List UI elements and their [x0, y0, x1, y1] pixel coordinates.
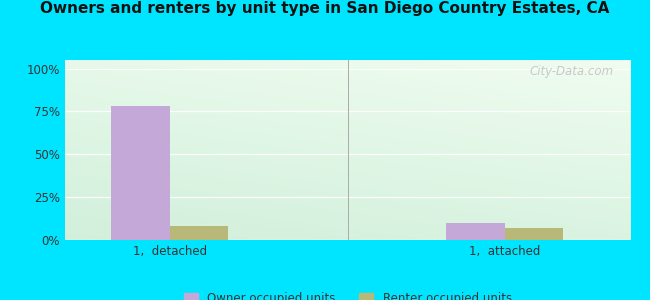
Text: City-Data.com: City-Data.com — [529, 65, 614, 78]
Bar — [505, 228, 564, 240]
Bar — [170, 226, 228, 240]
Bar — [446, 223, 505, 240]
Bar — [111, 106, 170, 240]
Text: Owners and renters by unit type in San Diego Country Estates, CA: Owners and renters by unit type in San D… — [40, 2, 610, 16]
Legend: Owner occupied units, Renter occupied units: Owner occupied units, Renter occupied un… — [179, 287, 517, 300]
